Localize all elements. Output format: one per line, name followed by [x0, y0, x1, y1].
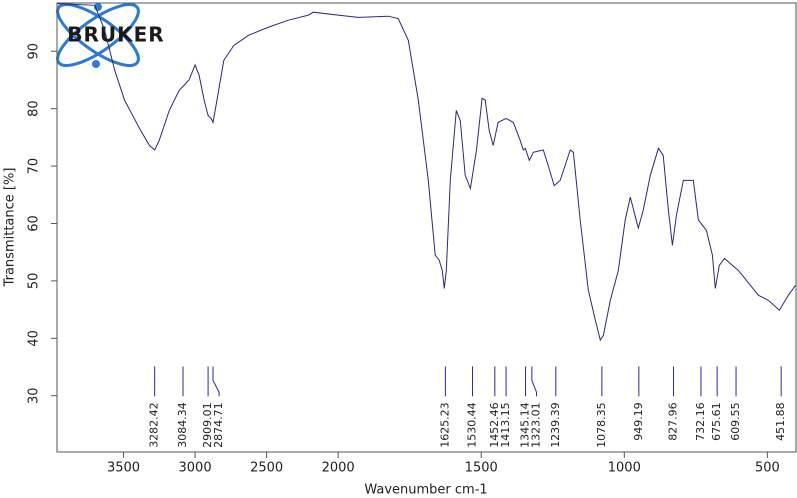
peak-label: 675.61 — [710, 402, 723, 441]
y-tick-label: 50 — [27, 273, 42, 290]
logo-orbit — [56, 3, 140, 67]
logo-orbit — [56, 3, 140, 67]
peak-label: 1452.46 — [488, 402, 501, 448]
peak-label: 1625.23 — [438, 402, 451, 448]
peak-line — [212, 366, 220, 397]
x-tick-label: 2500 — [250, 461, 283, 476]
peak-label: 1345.14 — [519, 402, 532, 448]
peak-label: 3084.34 — [176, 402, 189, 448]
peak-label: 1530.44 — [466, 402, 479, 448]
x-tick-label: 1500 — [465, 461, 498, 476]
x-tick-label: 2000 — [322, 461, 355, 476]
peak-label: 609.55 — [729, 402, 742, 441]
x-tick-label: 500 — [755, 461, 780, 476]
x-tick-label: 3500 — [107, 461, 140, 476]
peak-label: 1413.15 — [499, 402, 512, 448]
y-tick-label: 30 — [27, 387, 42, 404]
plot-frame — [56, 2, 797, 453]
peak-label: 1078.35 — [595, 402, 608, 448]
peak-line — [531, 366, 538, 397]
y-tick-label: 80 — [27, 100, 42, 117]
peak-label: 2874.71 — [212, 402, 225, 448]
peak-label: 1323.01 — [530, 402, 543, 448]
x-tick-label: 1000 — [608, 461, 641, 476]
x-axis-title: Wavenumber cm-1 — [364, 483, 487, 498]
x-tick-label: 3000 — [179, 461, 212, 476]
logo: BRUKER — [56, 3, 164, 68]
peak-label: 732.16 — [694, 402, 707, 441]
y-tick-label: 40 — [27, 330, 42, 347]
spectrum-line — [56, 3, 796, 342]
y-tick-label: 60 — [27, 215, 42, 232]
logo-dot — [92, 60, 100, 68]
y-tick-label: 90 — [27, 43, 42, 60]
peak-label: 451.88 — [774, 402, 787, 441]
peak-label: 2909.01 — [201, 402, 214, 448]
peak-label: 3282.42 — [148, 402, 161, 448]
peak-label: 949.19 — [632, 402, 645, 441]
logo-text: BRUKER — [67, 23, 164, 47]
peak-label: 1239.39 — [549, 402, 562, 448]
y-axis-title: Transmittance [%] — [3, 168, 18, 288]
peak-label: 827.96 — [667, 402, 680, 441]
y-tick-label: 70 — [27, 158, 42, 175]
